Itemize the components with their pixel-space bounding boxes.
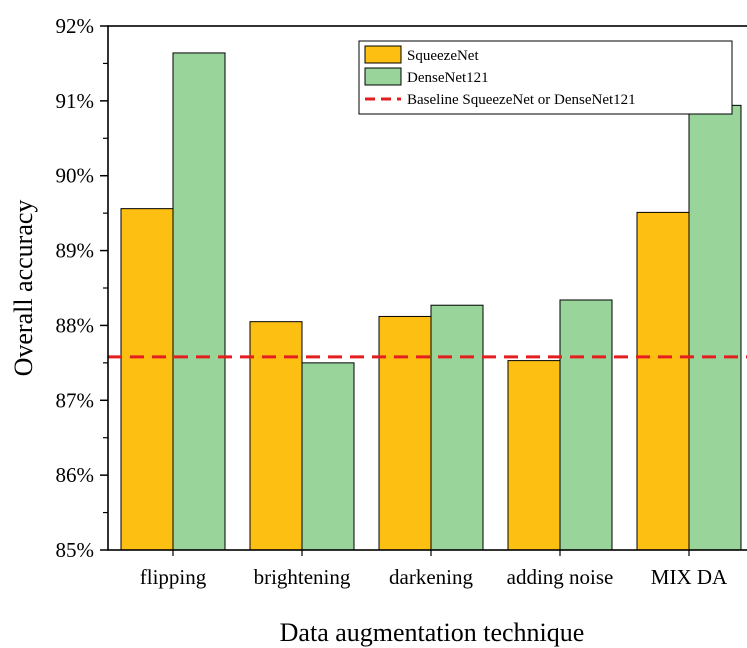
x-tick-label: MIX DA [651, 565, 728, 589]
legend: SqueezeNet DenseNet121 Baseline SqueezeN… [358, 40, 733, 115]
bar-squeezenet-darkening [378, 315, 432, 551]
legend-swatch-squeezenet [364, 45, 402, 64]
x-axis: flipping brightening darkening adding noise… [140, 550, 728, 589]
y-axis-title: Overall accuracy [9, 200, 38, 377]
bar-densenet121-flipping [172, 52, 226, 551]
bar-densenet121-mix-da [688, 104, 742, 551]
y-tick-label: 90% [56, 164, 95, 188]
y-tick-label: 89% [56, 239, 95, 263]
bar-densenet121-adding-noise [559, 299, 613, 551]
bar-squeezenet-brightening [249, 321, 303, 551]
x-axis-title: Data augmentation technique [280, 618, 585, 647]
bar-squeezenet-flipping [120, 208, 174, 551]
y-tick-label: 87% [56, 388, 95, 412]
bar-squeezenet-mix-da [636, 211, 690, 551]
bar-squeezenet-adding-noise [507, 360, 561, 551]
y-tick-label: 91% [56, 89, 95, 113]
y-tick-label: 92% [56, 14, 95, 38]
legend-label-baseline: Baseline SqueezeNet or DenseNet121 [407, 92, 636, 108]
legend-label-squeezenet: SqueezeNet [407, 48, 479, 64]
y-axis: 85% 86% 87% 88% 89% 90% 91% 92% [56, 14, 108, 562]
legend-box [358, 40, 733, 115]
x-tick-label: flipping [140, 565, 207, 589]
y-tick-label: 86% [56, 463, 95, 487]
bar-densenet121-brightening [301, 362, 355, 551]
y-tick-label: 85% [56, 538, 95, 562]
x-tick-label: adding noise [507, 565, 614, 589]
x-tick-label: darkening [389, 565, 473, 589]
y-tick-label: 88% [56, 313, 95, 337]
legend-swatch-densenet121 [364, 67, 402, 86]
legend-label-densenet121: DenseNet121 [407, 70, 489, 86]
x-tick-label: brightening [254, 565, 351, 589]
bars-layer [120, 52, 742, 551]
bar-densenet121-darkening [430, 304, 484, 551]
